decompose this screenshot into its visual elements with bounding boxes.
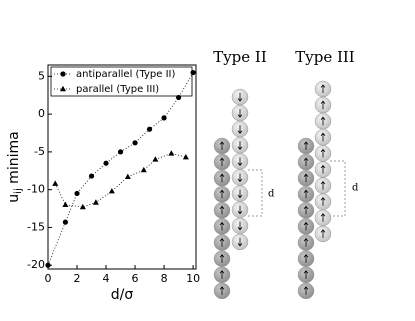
spin-arrow bbox=[219, 237, 225, 247]
data-point bbox=[161, 115, 167, 121]
data-point bbox=[79, 203, 86, 210]
x-axis-label: d/σ bbox=[111, 287, 134, 303]
data-point bbox=[92, 199, 99, 205]
d-label: d bbox=[352, 183, 359, 194]
legend-marker bbox=[60, 85, 66, 92]
y-tick-label: -15 bbox=[27, 220, 45, 233]
spin-arrow bbox=[320, 229, 326, 238]
spin-arrow bbox=[320, 132, 326, 142]
spin-arrow bbox=[219, 286, 225, 295]
x-tick-label: 8 bbox=[161, 272, 168, 285]
legend-box bbox=[50, 66, 193, 97]
y-tick-label: -20 bbox=[27, 258, 45, 271]
spin-arrow bbox=[219, 254, 225, 263]
data-point bbox=[152, 156, 159, 162]
series-line bbox=[47, 72, 194, 266]
d-bracket bbox=[248, 160, 346, 217]
spin-arrow bbox=[320, 148, 326, 158]
y-tick-label: -5 bbox=[34, 145, 45, 158]
spin-arrow bbox=[237, 109, 243, 118]
y-axis-label-part: ij bbox=[13, 188, 24, 194]
y-tick-label: 0 bbox=[38, 107, 45, 120]
data-point bbox=[182, 153, 189, 160]
x-tick-label: 0 bbox=[45, 272, 52, 285]
spin-arrow bbox=[303, 173, 309, 183]
spin-arrow bbox=[320, 180, 326, 190]
data-point bbox=[168, 150, 175, 156]
data-point bbox=[146, 126, 153, 132]
x-tick-label: 10 bbox=[186, 272, 200, 285]
x-tick-label: 4 bbox=[103, 272, 110, 285]
y-tick-label: 5 bbox=[38, 69, 45, 82]
spin-arrow bbox=[303, 189, 309, 199]
spin-arrow bbox=[303, 237, 309, 247]
data-point bbox=[140, 166, 147, 173]
spin-arrow bbox=[237, 205, 243, 215]
spin-arrow bbox=[237, 173, 243, 183]
type2-title: Type II bbox=[213, 48, 267, 66]
spin-arrow bbox=[303, 221, 309, 231]
data-point bbox=[124, 173, 131, 180]
spin-arrow bbox=[320, 116, 326, 126]
spin-arrow bbox=[219, 205, 225, 215]
spin-arrow bbox=[320, 213, 326, 222]
legend-marker bbox=[60, 71, 66, 77]
data-point bbox=[117, 149, 124, 155]
data-point bbox=[62, 219, 69, 225]
d-label: d bbox=[268, 189, 275, 200]
y-axis-label-part: minima bbox=[6, 131, 22, 188]
data-point bbox=[52, 180, 59, 186]
data-point bbox=[132, 140, 138, 146]
y-axis-label-part: u bbox=[6, 194, 22, 203]
spin-arrow bbox=[303, 205, 309, 215]
series-line bbox=[54, 152, 186, 208]
spin-arrow bbox=[219, 221, 225, 231]
spin-arrow bbox=[303, 141, 309, 150]
data-point bbox=[103, 160, 109, 166]
spin-arrow bbox=[237, 93, 243, 102]
x-tick-label: 6 bbox=[132, 272, 139, 285]
spin-arrow bbox=[320, 164, 326, 174]
spin-arrow bbox=[219, 189, 225, 199]
spin-arrow bbox=[303, 286, 309, 295]
spin-arrow bbox=[237, 141, 243, 150]
spin-arrow bbox=[237, 237, 243, 247]
plot-frame bbox=[47, 64, 197, 270]
data-point bbox=[45, 262, 51, 268]
data-point bbox=[88, 173, 95, 179]
spin-arrow bbox=[320, 100, 326, 110]
spin-arrow bbox=[237, 125, 243, 134]
spin-arrow bbox=[237, 157, 243, 167]
legend-label: parallel (Type III) bbox=[76, 84, 159, 95]
spin-arrow bbox=[237, 221, 243, 231]
data-point bbox=[74, 190, 80, 197]
spin-arrow bbox=[320, 84, 326, 93]
spin-arrow bbox=[219, 270, 225, 279]
spin-arrow bbox=[237, 189, 243, 199]
spin-arrow bbox=[219, 173, 225, 183]
spin-arrow bbox=[303, 270, 309, 279]
y-axis-label: uij minima bbox=[6, 131, 24, 202]
spin-arrow bbox=[219, 157, 225, 167]
y-tick-label: -10 bbox=[27, 183, 45, 196]
legend-label: antiparallel (Type II) bbox=[76, 69, 175, 80]
data-point bbox=[190, 69, 196, 76]
data-point bbox=[108, 187, 115, 194]
x-tick-label: 2 bbox=[74, 272, 81, 285]
spin-arrow bbox=[303, 254, 309, 263]
data-point bbox=[62, 201, 69, 207]
spin-arrow bbox=[219, 141, 225, 150]
type3-title: Type III bbox=[295, 48, 355, 66]
spin-arrow bbox=[320, 197, 326, 206]
spin-arrow bbox=[303, 157, 309, 167]
